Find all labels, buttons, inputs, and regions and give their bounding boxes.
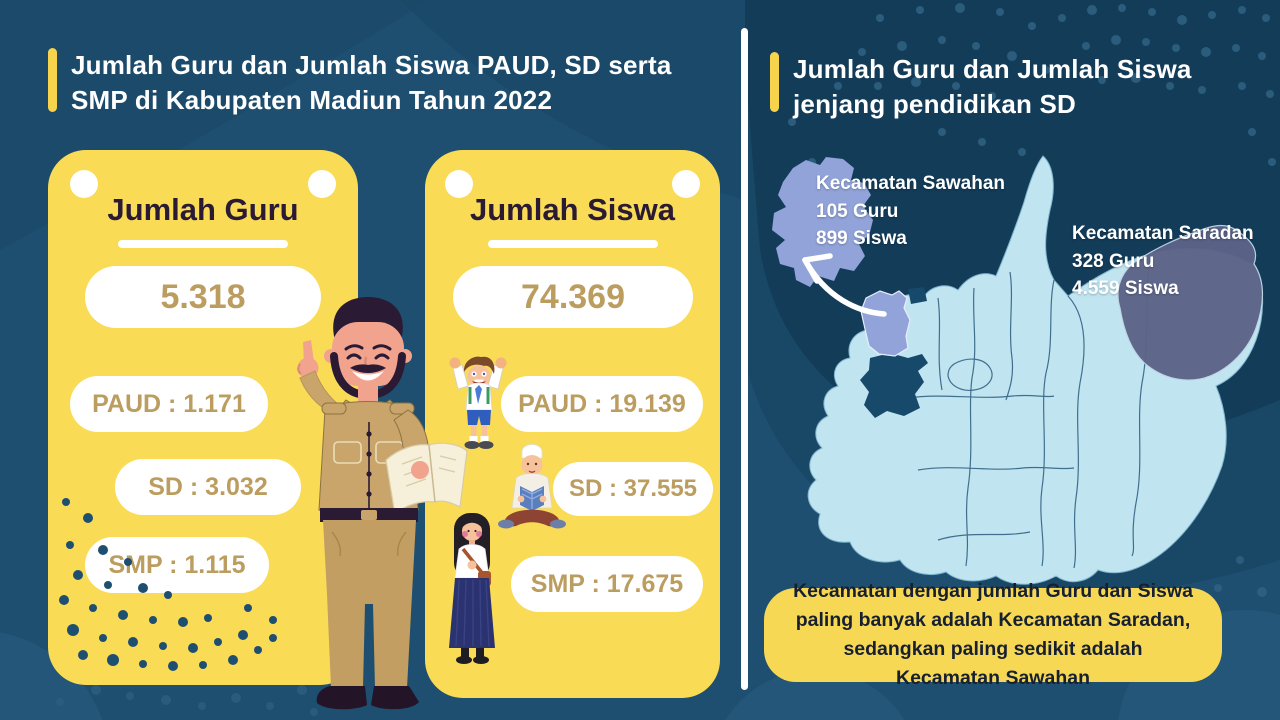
guru-total-value: 5.318 bbox=[160, 277, 246, 316]
map-region-sawahan bbox=[860, 290, 911, 357]
left-section-title: Jumlah Guru dan Jumlah Siswa PAUD, SD se… bbox=[48, 48, 708, 116]
siswa-paud-value: PAUD : 19.139 bbox=[518, 389, 686, 418]
guru-smp-value: SMP : 1.115 bbox=[108, 550, 246, 579]
card-hole-left bbox=[70, 170, 98, 198]
title-underline bbox=[487, 240, 658, 248]
guru-smp-pill: SMP : 1.115 bbox=[85, 537, 269, 593]
sawahan-name: Kecamatan Sawahan bbox=[816, 173, 1006, 194]
map-dark-region bbox=[860, 353, 928, 418]
map-region-saradan bbox=[1117, 224, 1264, 381]
sawahan-guru: 105 Guru bbox=[816, 200, 899, 222]
section-divider bbox=[741, 28, 748, 690]
conclusion-text: Kecamatan dengan jumlah Guru dan Siswa p… bbox=[793, 579, 1193, 690]
guru-card-title: Jumlah Guru bbox=[107, 192, 299, 227]
reading-student-illustration bbox=[498, 444, 566, 529]
cheering-student-illustration bbox=[449, 356, 507, 449]
female-student-illustration bbox=[449, 513, 495, 664]
map-sawahan-callout bbox=[772, 157, 873, 287]
siswa-smp-value: SMP : 17.675 bbox=[530, 569, 684, 598]
siswa-paud-pill: PAUD : 19.139 bbox=[501, 376, 703, 432]
guru-total-pill: 5.318 bbox=[85, 266, 321, 328]
kabupaten-madiun-map bbox=[772, 155, 1264, 585]
saradan-siswa: 4.559 Siswa bbox=[1072, 278, 1179, 300]
sawahan-label: Kecamatan Sawahan 105 Guru 899 Siswa bbox=[816, 170, 1005, 253]
title-accent-bar bbox=[770, 52, 779, 112]
arrow-to-sawahan-icon bbox=[802, 253, 887, 317]
siswa-total-value: 74.369 bbox=[521, 277, 625, 316]
siswa-sd-pill: SD : 37.555 bbox=[553, 462, 713, 516]
guru-sd-value: SD : 3.032 bbox=[148, 472, 268, 501]
page-title: Jumlah Guru dan Jumlah Siswa PAUD, SD se… bbox=[71, 50, 672, 116]
guru-sd-pill: SD : 3.032 bbox=[115, 459, 301, 515]
teacher-illustration bbox=[297, 297, 468, 710]
siswa-card-title: Jumlah Siswa bbox=[469, 192, 676, 227]
saradan-guru: 328 Guru bbox=[1072, 250, 1155, 272]
title-underline bbox=[118, 240, 288, 248]
card-dots-decoration bbox=[59, 498, 277, 671]
conclusion-note: Kecamatan dengan jumlah Guru dan Siswa p… bbox=[764, 580, 1222, 689]
sawahan-siswa: 899 Siswa bbox=[816, 228, 907, 250]
saradan-name: Kecamatan Saradan bbox=[1072, 223, 1254, 244]
card-hole-left bbox=[445, 170, 473, 198]
siswa-smp-pill: SMP : 17.675 bbox=[511, 556, 703, 612]
siswa-total-pill: 74.369 bbox=[453, 266, 693, 328]
guru-card: Jumlah Guru 5.318 PAUD : 1.171 SD : 3.03… bbox=[48, 150, 358, 685]
guru-paud-value: PAUD : 1.171 bbox=[92, 389, 246, 418]
siswa-sd-value: SD : 37.555 bbox=[568, 475, 698, 502]
guru-paud-pill: PAUD : 1.171 bbox=[70, 376, 268, 432]
card-hole-right bbox=[672, 170, 700, 198]
saradan-label: Kecamatan Saradan 328 Guru 4.559 Siswa bbox=[1072, 220, 1254, 303]
right-section-title: Jumlah Guru dan Jumlah Siswa jenjang pen… bbox=[770, 52, 1230, 120]
card-hole-right bbox=[308, 170, 336, 198]
title-accent-bar bbox=[48, 48, 57, 112]
map-section-title: Jumlah Guru dan Jumlah Siswa jenjang pen… bbox=[793, 54, 1192, 120]
